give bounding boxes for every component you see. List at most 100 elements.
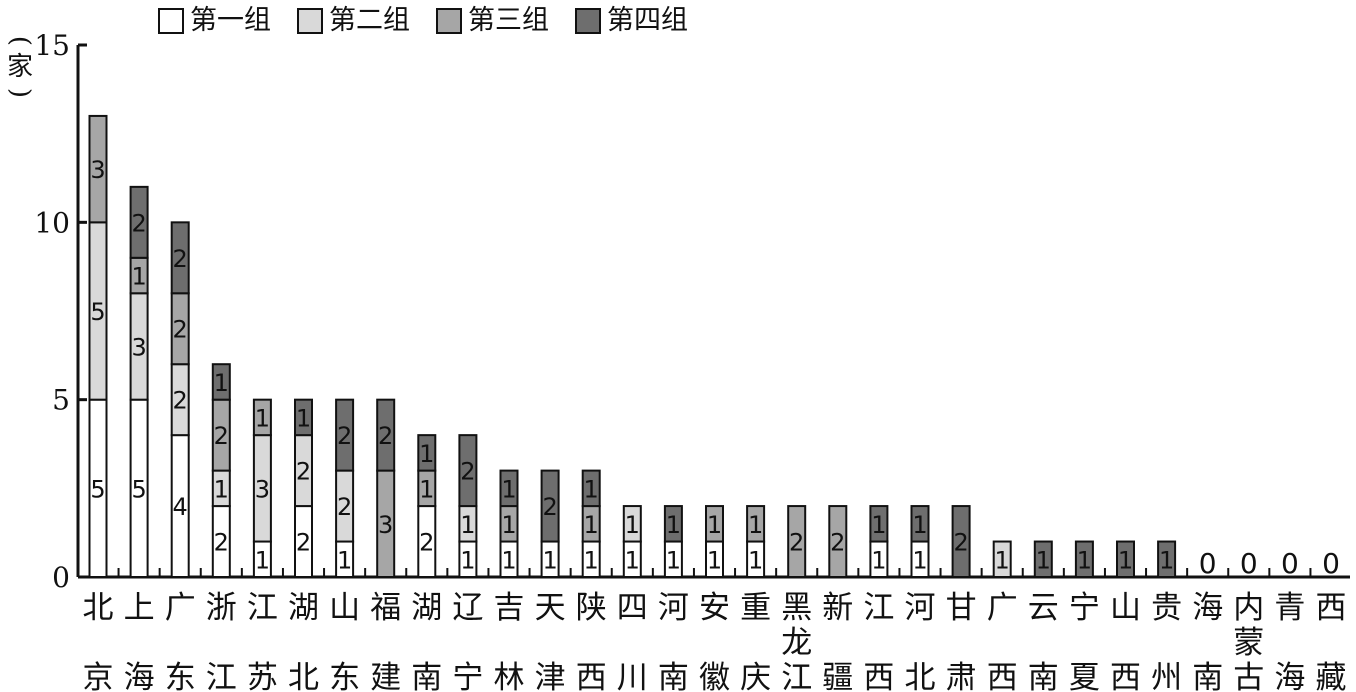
bar-segment [951,505,971,579]
x-tick-label-char: 西 [987,660,1018,692]
x-tick-label-char: 海 [1192,590,1223,626]
x-tick-label-char: 浙 [206,590,237,626]
y-tick-label-0: 0 [52,561,70,594]
data-label: 1 [1159,546,1174,574]
data-label: 1 [501,511,516,539]
y-tick-label-1: 5 [52,384,70,417]
x-tick-label-char: 江 [781,660,812,692]
x-tick-label-char: 东 [329,660,360,692]
x-tick-label-char: 南 [658,660,689,692]
x-tick-label-char: 江 [206,660,237,692]
x-tick-label-char: 北 [288,660,319,692]
data-label: 1 [460,511,475,539]
data-label: 5 [131,475,146,503]
bar-segment [294,398,313,437]
y-unit-char: 家 [6,52,33,82]
legend-item-group4: 第四组 [575,6,688,36]
x-tick-label-char: 四 [617,590,648,626]
bar-segment [417,434,437,472]
x-tick-label-char: 北 [83,590,114,626]
bar-segment [376,398,396,472]
x-tick-label-char: 龙 [781,625,812,661]
bar-segment [663,505,683,543]
data-label: 1 [337,546,352,574]
x-tick-label-char: 江 [247,590,278,626]
data-label: 2 [953,529,968,557]
x-tick-label-char: 上 [124,590,155,626]
bar-segment [458,434,478,508]
data-label: 1 [995,546,1010,574]
x-tick-label-char: 吉 [494,590,525,626]
data-label: 1 [255,404,270,432]
y-axis-unit-label: ( 家 ) [5,30,35,104]
x-tick-label-char: 西 [576,660,607,692]
x-tick-label-char: 夏 [1069,660,1100,692]
x-tick-label-char: 疆 [822,660,853,692]
legend-item-group1: 第一组 [158,6,271,36]
data-label: 1 [748,546,763,574]
x-tick-label-char: 天 [535,590,566,626]
x-tick-label-char: 青 [1274,590,1305,626]
bar-segment [910,505,930,543]
x-tick-label-char: 河 [658,590,689,626]
bar-segment [1033,540,1053,578]
bar-segment [88,114,108,224]
bar-segment [1116,540,1135,578]
legend-label-group1: 第一组 [190,5,271,36]
bar-segment [787,505,807,579]
data-label: 1 [707,511,722,539]
bar-segment [499,469,519,508]
data-label: 1 [666,546,681,574]
data-label: 1 [584,511,599,539]
data-label: 1 [419,440,434,468]
data-label: 2 [460,458,475,486]
x-tick-label-char: 内 [1233,590,1264,626]
data-label: 1 [1118,546,1133,574]
x-tick-label-char: 南 [1028,660,1059,692]
data-label: 1 [214,475,229,503]
bar-segment [746,505,766,543]
data-label: 1 [871,511,886,539]
x-tick-label-char: 广 [987,590,1018,626]
zero-label: 0 [1199,547,1217,580]
bar-segment [622,505,642,543]
x-tick-label-char: 海 [1274,660,1305,692]
data-label: 2 [542,493,557,521]
x-tick-label-char: 藏 [1316,660,1347,692]
x-tick-label-char: 广 [165,590,196,626]
x-tick-label-char: 津 [535,660,566,692]
bar-segment [869,505,889,543]
bar-segment [705,505,724,543]
x-tick-label-char: 辽 [452,590,483,626]
x-tick-label-char: 北 [905,660,936,692]
legend-swatch-group1 [158,8,184,34]
data-label: 3 [378,511,393,539]
data-label: 2 [789,529,804,557]
x-tick-label-char: 川 [617,660,648,692]
data-label: 2 [378,422,393,450]
data-label: 1 [542,546,557,574]
data-label: 1 [912,511,927,539]
x-tick-label-char: 重 [740,590,771,626]
legend-swatch-group4 [575,8,601,34]
data-label: 3 [131,333,146,361]
data-label: 1 [748,511,763,539]
x-tick-label-char: 安 [699,590,730,626]
data-label: 1 [131,263,146,291]
bar-segment [129,185,149,259]
data-label: 4 [173,493,188,521]
data-label: 2 [296,458,311,486]
bar-segment [335,398,355,472]
data-label: 2 [830,529,845,557]
x-tick-label-char: 西 [1316,590,1347,626]
bar-segment [581,469,601,508]
legend-label-group2: 第二组 [329,5,410,36]
legend-label-group4: 第四组 [607,5,688,36]
x-tick-label-char: 宁 [452,660,483,692]
x-tick-label-char: 建 [370,660,401,692]
data-label: 1 [871,546,886,574]
data-label: 1 [625,546,640,574]
data-label: 1 [584,475,599,503]
x-tick-label-char: 贵 [1151,590,1182,626]
y-tick-label-3: 15 [34,29,70,62]
